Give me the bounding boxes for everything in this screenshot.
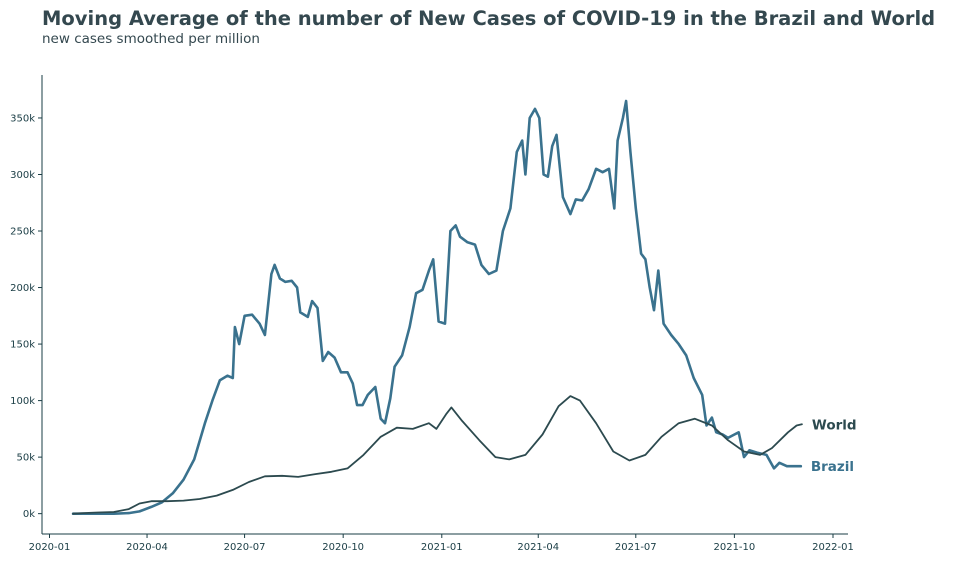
x-tick-label: 2020-10 <box>322 542 364 553</box>
chart-subtitle: new cases smoothed per million <box>42 31 260 47</box>
y-tick-label: 0k <box>23 509 35 520</box>
x-tick-label: 2022-01 <box>812 542 854 553</box>
y-ticks: 0k 50k 100k 150k 200k 250k 300k 350k <box>10 113 42 520</box>
series-layer <box>71 99 803 515</box>
series-line-world <box>72 395 803 515</box>
series-label-world: World <box>812 417 857 433</box>
x-tick-label: 2020-04 <box>126 542 168 553</box>
y-tick-label: 250k <box>10 227 35 238</box>
x-tick-label: 2021-04 <box>517 542 559 553</box>
y-tick-label: 100k <box>10 396 35 407</box>
y-tick-label: 200k <box>10 283 35 294</box>
x-tick-label: 2020-07 <box>224 542 266 553</box>
y-tick-label: 150k <box>10 340 35 351</box>
y-tick-label: 300k <box>10 170 35 181</box>
x-ticks: 2020-01 2020-04 2020-07 2020-10 2021-01 2021-… <box>29 534 854 553</box>
x-tick-label: 2020-01 <box>29 542 71 553</box>
x-tick-label: 2021-10 <box>713 542 755 553</box>
y-tick-label: 50k <box>16 453 35 464</box>
y-tick-label: 350k <box>10 113 35 124</box>
series-line-brazil <box>71 99 803 515</box>
x-tick-label: 2021-07 <box>615 542 657 553</box>
chart-title: Moving Average of the number of New Case… <box>42 7 936 30</box>
end-labels: Brazil World <box>811 417 857 475</box>
series-label-brazil: Brazil <box>811 459 854 475</box>
x-tick-label: 2021-01 <box>421 542 463 553</box>
